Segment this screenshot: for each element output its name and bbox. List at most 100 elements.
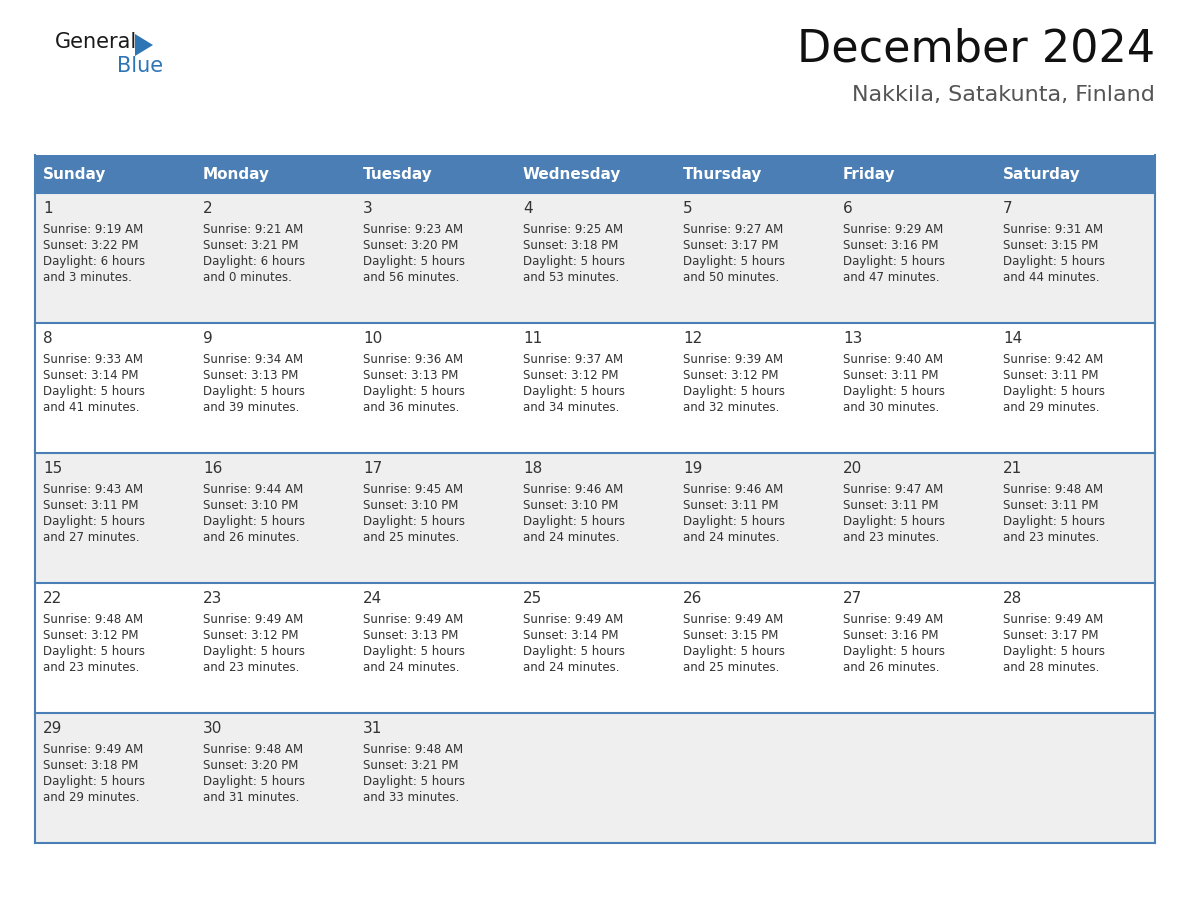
Text: Sunrise: 9:45 AM: Sunrise: 9:45 AM	[364, 483, 463, 496]
Text: Nakkila, Satakunta, Finland: Nakkila, Satakunta, Finland	[852, 85, 1155, 105]
Text: Daylight: 5 hours: Daylight: 5 hours	[523, 515, 625, 528]
Text: 21: 21	[1003, 461, 1022, 476]
Text: Daylight: 6 hours: Daylight: 6 hours	[203, 255, 305, 268]
Text: and 56 minutes.: and 56 minutes.	[364, 271, 460, 284]
Text: Sunset: 3:13 PM: Sunset: 3:13 PM	[364, 369, 459, 382]
Text: and 3 minutes.: and 3 minutes.	[43, 271, 132, 284]
Text: Daylight: 5 hours: Daylight: 5 hours	[1003, 645, 1105, 658]
Text: Sunday: Sunday	[43, 166, 107, 182]
Text: Sunset: 3:11 PM: Sunset: 3:11 PM	[683, 499, 778, 512]
Text: and 26 minutes.: and 26 minutes.	[843, 661, 940, 674]
Text: Daylight: 5 hours: Daylight: 5 hours	[43, 515, 145, 528]
Text: Daylight: 5 hours: Daylight: 5 hours	[1003, 515, 1105, 528]
Text: Sunset: 3:20 PM: Sunset: 3:20 PM	[203, 759, 298, 772]
Text: Sunrise: 9:48 AM: Sunrise: 9:48 AM	[1003, 483, 1104, 496]
Text: Sunset: 3:21 PM: Sunset: 3:21 PM	[364, 759, 459, 772]
Text: 1: 1	[43, 201, 52, 216]
Text: Sunrise: 9:46 AM: Sunrise: 9:46 AM	[523, 483, 624, 496]
Text: Sunrise: 9:49 AM: Sunrise: 9:49 AM	[364, 613, 463, 626]
Text: Sunrise: 9:49 AM: Sunrise: 9:49 AM	[203, 613, 303, 626]
Text: Daylight: 5 hours: Daylight: 5 hours	[683, 515, 785, 528]
Text: Daylight: 5 hours: Daylight: 5 hours	[683, 255, 785, 268]
Text: Sunset: 3:12 PM: Sunset: 3:12 PM	[203, 629, 298, 642]
Text: Daylight: 5 hours: Daylight: 5 hours	[523, 255, 625, 268]
Text: Sunset: 3:22 PM: Sunset: 3:22 PM	[43, 239, 139, 252]
Text: Sunrise: 9:42 AM: Sunrise: 9:42 AM	[1003, 353, 1104, 366]
Text: 2: 2	[203, 201, 213, 216]
Text: and 50 minutes.: and 50 minutes.	[683, 271, 779, 284]
Text: 28: 28	[1003, 591, 1022, 606]
Text: General: General	[55, 32, 138, 52]
Text: Sunset: 3:11 PM: Sunset: 3:11 PM	[1003, 369, 1099, 382]
Text: Sunset: 3:12 PM: Sunset: 3:12 PM	[683, 369, 778, 382]
Text: Daylight: 5 hours: Daylight: 5 hours	[203, 515, 305, 528]
Text: Sunset: 3:16 PM: Sunset: 3:16 PM	[843, 629, 939, 642]
Text: Thursday: Thursday	[683, 166, 763, 182]
Text: Daylight: 5 hours: Daylight: 5 hours	[523, 645, 625, 658]
Text: 24: 24	[364, 591, 383, 606]
Text: 20: 20	[843, 461, 862, 476]
Text: and 24 minutes.: and 24 minutes.	[683, 531, 779, 544]
Text: Sunrise: 9:29 AM: Sunrise: 9:29 AM	[843, 223, 943, 236]
Text: Sunset: 3:10 PM: Sunset: 3:10 PM	[523, 499, 619, 512]
Text: Sunset: 3:11 PM: Sunset: 3:11 PM	[43, 499, 139, 512]
Text: Daylight: 5 hours: Daylight: 5 hours	[843, 515, 944, 528]
Text: Sunrise: 9:43 AM: Sunrise: 9:43 AM	[43, 483, 143, 496]
Text: 26: 26	[683, 591, 702, 606]
Text: Friday: Friday	[843, 166, 896, 182]
Text: Sunset: 3:15 PM: Sunset: 3:15 PM	[683, 629, 778, 642]
Polygon shape	[135, 34, 153, 56]
Text: Daylight: 5 hours: Daylight: 5 hours	[43, 775, 145, 788]
Text: 19: 19	[683, 461, 702, 476]
Text: Daylight: 5 hours: Daylight: 5 hours	[364, 645, 465, 658]
Bar	[516, 155, 675, 193]
Text: and 23 minutes.: and 23 minutes.	[843, 531, 940, 544]
Text: December 2024: December 2024	[797, 28, 1155, 71]
Text: Sunset: 3:14 PM: Sunset: 3:14 PM	[523, 629, 619, 642]
Text: 18: 18	[523, 461, 542, 476]
Text: Sunrise: 9:49 AM: Sunrise: 9:49 AM	[843, 613, 943, 626]
Text: 16: 16	[203, 461, 222, 476]
Text: Sunset: 3:12 PM: Sunset: 3:12 PM	[43, 629, 139, 642]
Text: Sunrise: 9:40 AM: Sunrise: 9:40 AM	[843, 353, 943, 366]
Text: Sunrise: 9:21 AM: Sunrise: 9:21 AM	[203, 223, 303, 236]
Text: 9: 9	[203, 331, 213, 346]
Text: Sunrise: 9:27 AM: Sunrise: 9:27 AM	[683, 223, 783, 236]
Text: Daylight: 5 hours: Daylight: 5 hours	[43, 645, 145, 658]
Text: Sunset: 3:18 PM: Sunset: 3:18 PM	[523, 239, 619, 252]
Text: Tuesday: Tuesday	[364, 166, 432, 182]
Text: Sunset: 3:12 PM: Sunset: 3:12 PM	[523, 369, 619, 382]
Bar	[34, 583, 1155, 713]
Text: Sunrise: 9:48 AM: Sunrise: 9:48 AM	[203, 743, 303, 756]
Text: 8: 8	[43, 331, 52, 346]
Text: and 31 minutes.: and 31 minutes.	[203, 791, 299, 804]
Text: Daylight: 5 hours: Daylight: 5 hours	[523, 385, 625, 398]
Text: Daylight: 5 hours: Daylight: 5 hours	[364, 775, 465, 788]
Text: Daylight: 5 hours: Daylight: 5 hours	[203, 645, 305, 658]
Text: 31: 31	[364, 721, 383, 736]
Text: Daylight: 5 hours: Daylight: 5 hours	[683, 645, 785, 658]
Text: Sunset: 3:11 PM: Sunset: 3:11 PM	[843, 369, 939, 382]
Text: and 24 minutes.: and 24 minutes.	[523, 661, 619, 674]
Text: Sunrise: 9:33 AM: Sunrise: 9:33 AM	[43, 353, 143, 366]
Text: 30: 30	[203, 721, 222, 736]
Text: Sunrise: 9:39 AM: Sunrise: 9:39 AM	[683, 353, 783, 366]
Text: 12: 12	[683, 331, 702, 346]
Text: 13: 13	[843, 331, 862, 346]
Text: Sunset: 3:11 PM: Sunset: 3:11 PM	[1003, 499, 1099, 512]
Text: Daylight: 5 hours: Daylight: 5 hours	[1003, 385, 1105, 398]
Text: Sunset: 3:11 PM: Sunset: 3:11 PM	[843, 499, 939, 512]
Text: Sunrise: 9:34 AM: Sunrise: 9:34 AM	[203, 353, 303, 366]
Text: Sunset: 3:10 PM: Sunset: 3:10 PM	[364, 499, 459, 512]
Text: and 25 minutes.: and 25 minutes.	[364, 531, 460, 544]
Text: Sunrise: 9:23 AM: Sunrise: 9:23 AM	[364, 223, 463, 236]
Text: Sunrise: 9:46 AM: Sunrise: 9:46 AM	[683, 483, 783, 496]
Text: Sunset: 3:16 PM: Sunset: 3:16 PM	[843, 239, 939, 252]
Text: Sunset: 3:13 PM: Sunset: 3:13 PM	[203, 369, 298, 382]
Text: and 30 minutes.: and 30 minutes.	[843, 401, 940, 414]
Text: and 23 minutes.: and 23 minutes.	[1003, 531, 1099, 544]
Text: Sunrise: 9:49 AM: Sunrise: 9:49 AM	[523, 613, 624, 626]
Text: and 53 minutes.: and 53 minutes.	[523, 271, 619, 284]
Text: 14: 14	[1003, 331, 1022, 346]
Text: Sunrise: 9:48 AM: Sunrise: 9:48 AM	[364, 743, 463, 756]
